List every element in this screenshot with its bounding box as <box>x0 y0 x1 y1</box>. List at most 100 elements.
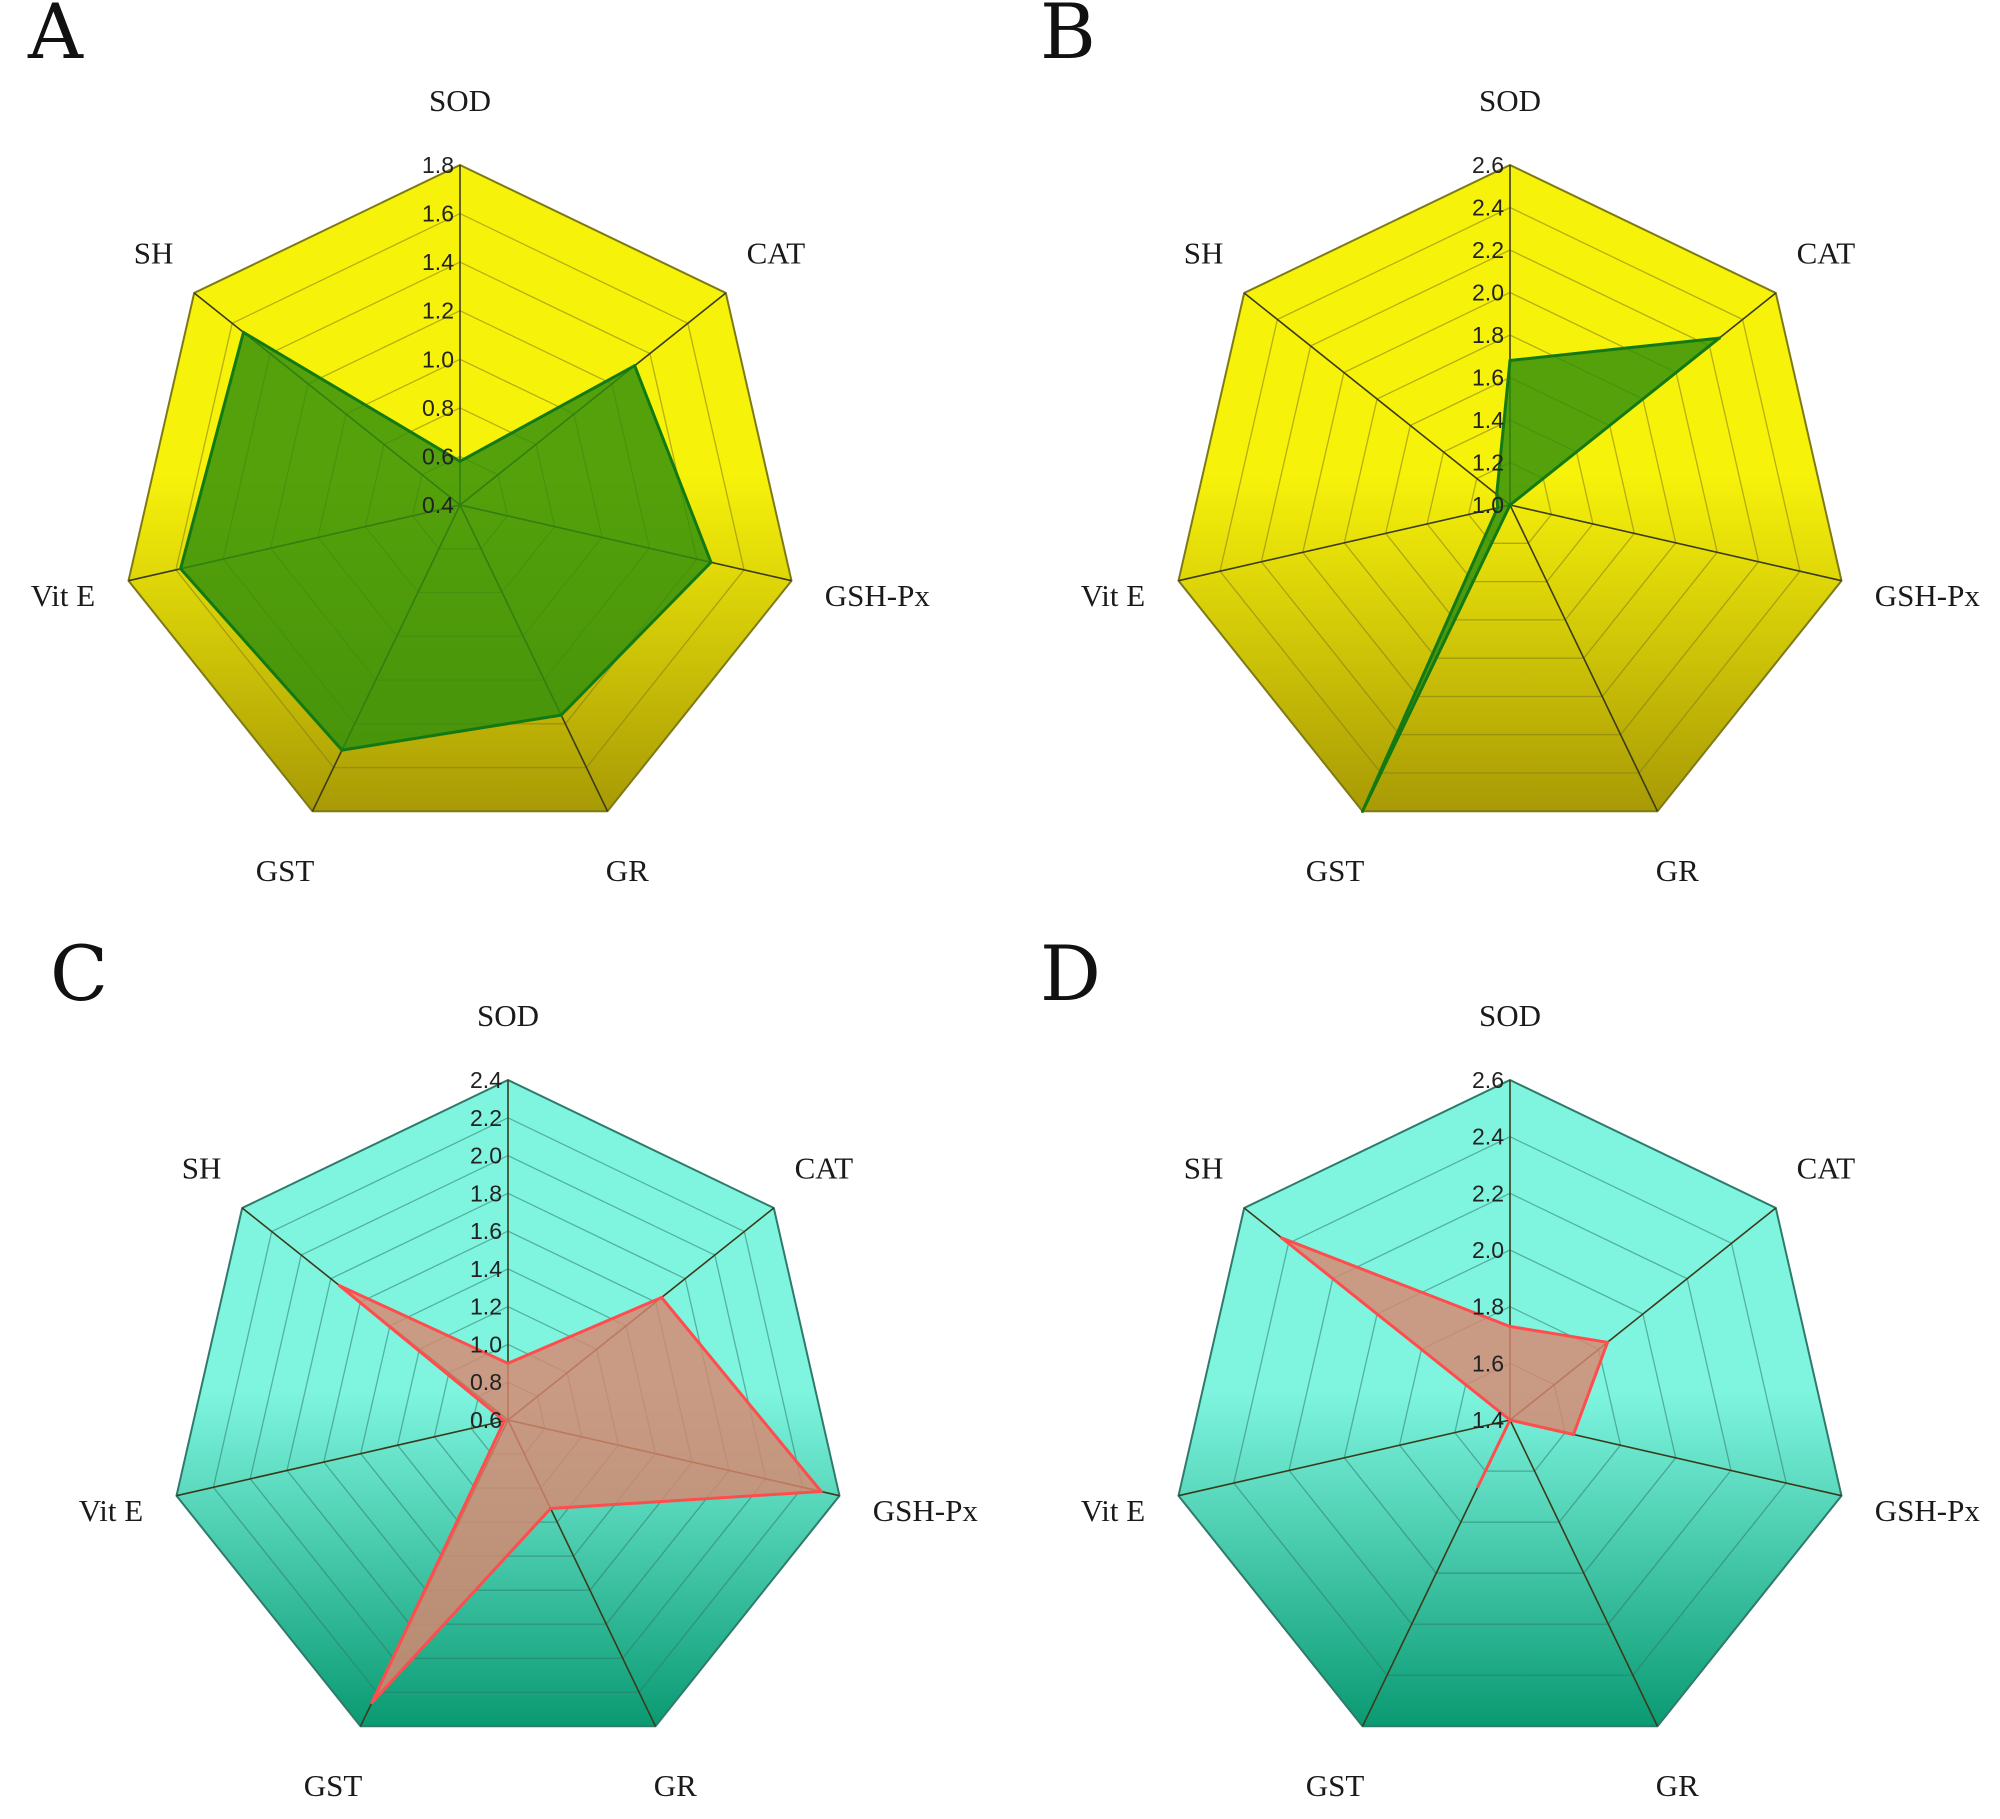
axis-label: GR <box>1656 853 1699 888</box>
data-point <box>1571 1432 1576 1437</box>
tick-label: 2.0 <box>470 1143 502 1169</box>
series-polygon <box>179 330 713 752</box>
tick-label: 1.6 <box>1472 1350 1504 1376</box>
axis-label: CAT <box>747 236 806 271</box>
data-point <box>1508 1324 1512 1329</box>
data-point <box>1508 503 1512 507</box>
axis-label: GSH-Px <box>825 578 931 613</box>
tick-label: 1.4 <box>422 249 454 275</box>
axis-spoke <box>1509 504 1842 582</box>
grid-ring <box>1467 461 1553 544</box>
data-point <box>502 1419 506 1423</box>
tick-label: 1.6 <box>422 201 454 227</box>
axis-label: SH <box>182 1151 222 1186</box>
tick-label: 2.6 <box>1472 152 1504 178</box>
tick-label: 2.4 <box>1472 195 1504 221</box>
axis-label: Vit E <box>1081 578 1145 613</box>
axis-label: Vit E <box>1081 1493 1145 1528</box>
tick-label: 1.4 <box>470 1256 502 1282</box>
tick-label: 2.2 <box>1472 1180 1504 1206</box>
data-point <box>1508 1418 1512 1422</box>
tick-label: 2.0 <box>1472 1237 1504 1263</box>
grid-ring <box>1384 376 1636 621</box>
data-point <box>549 1506 553 1511</box>
tick-label: 1.2 <box>470 1294 502 1320</box>
data-point <box>1360 809 1365 813</box>
grid-ring <box>1398 1305 1622 1523</box>
data-point <box>709 560 713 564</box>
radar-chart-d: 1.4 1.6 1.8 2.0 2.2 2.4 2.6 SOD CAT GSH-Px GR GST Vi… <box>1081 998 1981 1803</box>
tick-label: 1.6 <box>1472 365 1504 391</box>
tick-label: 0.8 <box>470 1369 502 1395</box>
axis-label: GST <box>304 1768 363 1803</box>
tick-label: 1.6 <box>470 1218 502 1244</box>
axis-spoke <box>1243 292 1511 506</box>
axis-spoke <box>1509 1419 1659 1727</box>
tick-label: 0.6 <box>422 443 454 469</box>
panel-letter-c: C <box>50 929 108 1018</box>
axis-label: SH <box>134 236 174 271</box>
data-point <box>338 1284 342 1288</box>
axis-label: SOD <box>477 998 539 1033</box>
axis-label: CAT <box>1797 1151 1856 1186</box>
data-point <box>660 1295 664 1300</box>
grid-ring <box>1233 1135 1787 1676</box>
data-point <box>1508 358 1512 363</box>
panel-letter-d: D <box>1040 929 1101 1018</box>
grid-ring <box>1260 249 1760 736</box>
grid-ring <box>1302 291 1718 698</box>
axis-label: SH <box>1184 236 1224 271</box>
panel-c: C 0.6 0.8 1.0 1.2 1.4 1.6 1.8 2.0 2.2 2.4 SOD CAT GS… <box>50 929 978 1803</box>
grid-ring <box>249 1154 767 1659</box>
tick-label: 2.2 <box>470 1105 502 1131</box>
grid-ring <box>212 1117 804 1693</box>
grid-ring <box>286 1192 730 1625</box>
radar-chart-a: 0.4 0.6 0.8 1.0 1.2 1.4 1.6 1.8 SOD CAT GSH-Px GR GS… <box>31 83 931 888</box>
tick-label: 2.4 <box>1472 1124 1504 1150</box>
axis-label: GSH-Px <box>1875 578 1981 613</box>
panel-d: D 1.4 1.6 1.8 2.0 2.2 2.4 2.6 SOD CAT GSH-Px GR GST… <box>1040 929 1980 1803</box>
tick-label: 1.0 <box>470 1331 502 1357</box>
tick-label: 1.2 <box>1472 450 1504 476</box>
axis-label: GR <box>654 1768 697 1803</box>
tick-label: 1.0 <box>422 346 454 372</box>
data-point <box>1496 506 1500 510</box>
data-point <box>370 1700 374 1705</box>
data-point <box>241 330 246 334</box>
tick-label: 1.0 <box>1472 492 1504 518</box>
data-point <box>458 459 462 463</box>
tick-label: 1.4 <box>1472 1407 1504 1433</box>
grid-ring <box>1426 419 1594 583</box>
tick-label: 2.6 <box>1472 1067 1504 1093</box>
tick-label: 2.4 <box>470 1067 502 1093</box>
tick-label: 2.0 <box>1472 280 1504 306</box>
axis-spoke <box>176 1419 509 1497</box>
axis-spoke <box>1509 504 1659 812</box>
tick-label: 1.8 <box>1472 1294 1504 1320</box>
grid-ring <box>1343 1249 1677 1574</box>
axis-label: SOD <box>1479 83 1541 118</box>
data-point <box>340 748 344 752</box>
tick-label: 0.6 <box>470 1407 502 1433</box>
radar-chart-c: 0.6 0.8 1.0 1.2 1.4 1.6 1.8 2.0 2.2 2.4 SOD CAT GSH-… <box>79 998 979 1803</box>
axis-label: SOD <box>1479 998 1541 1033</box>
series-polygon <box>1280 1236 1609 1488</box>
series-polygon <box>338 1284 823 1704</box>
tick-label: 0.8 <box>422 395 454 421</box>
axis-label: SH <box>1184 1151 1224 1186</box>
data-point <box>1280 1236 1284 1240</box>
axis-label: CAT <box>795 1151 854 1186</box>
axis-label: Vit E <box>79 1493 143 1528</box>
data-point <box>633 364 637 368</box>
tick-label: 1.8 <box>470 1180 502 1206</box>
panel-b: B 1.0 1.2 1.4 1.6 1.8 2.0 2.2 2.4 2.6 SOD CAT GSH-P… <box>1040 0 1980 888</box>
data-point <box>559 713 563 717</box>
axis-label: GSH-Px <box>1875 1493 1981 1528</box>
axis-label: GST <box>256 853 315 888</box>
axis-spoke <box>1178 1419 1511 1497</box>
data-point <box>179 567 183 571</box>
grid-ring <box>175 212 745 769</box>
tick-label: 1.2 <box>422 298 454 324</box>
axis-label: CAT <box>1797 236 1856 271</box>
